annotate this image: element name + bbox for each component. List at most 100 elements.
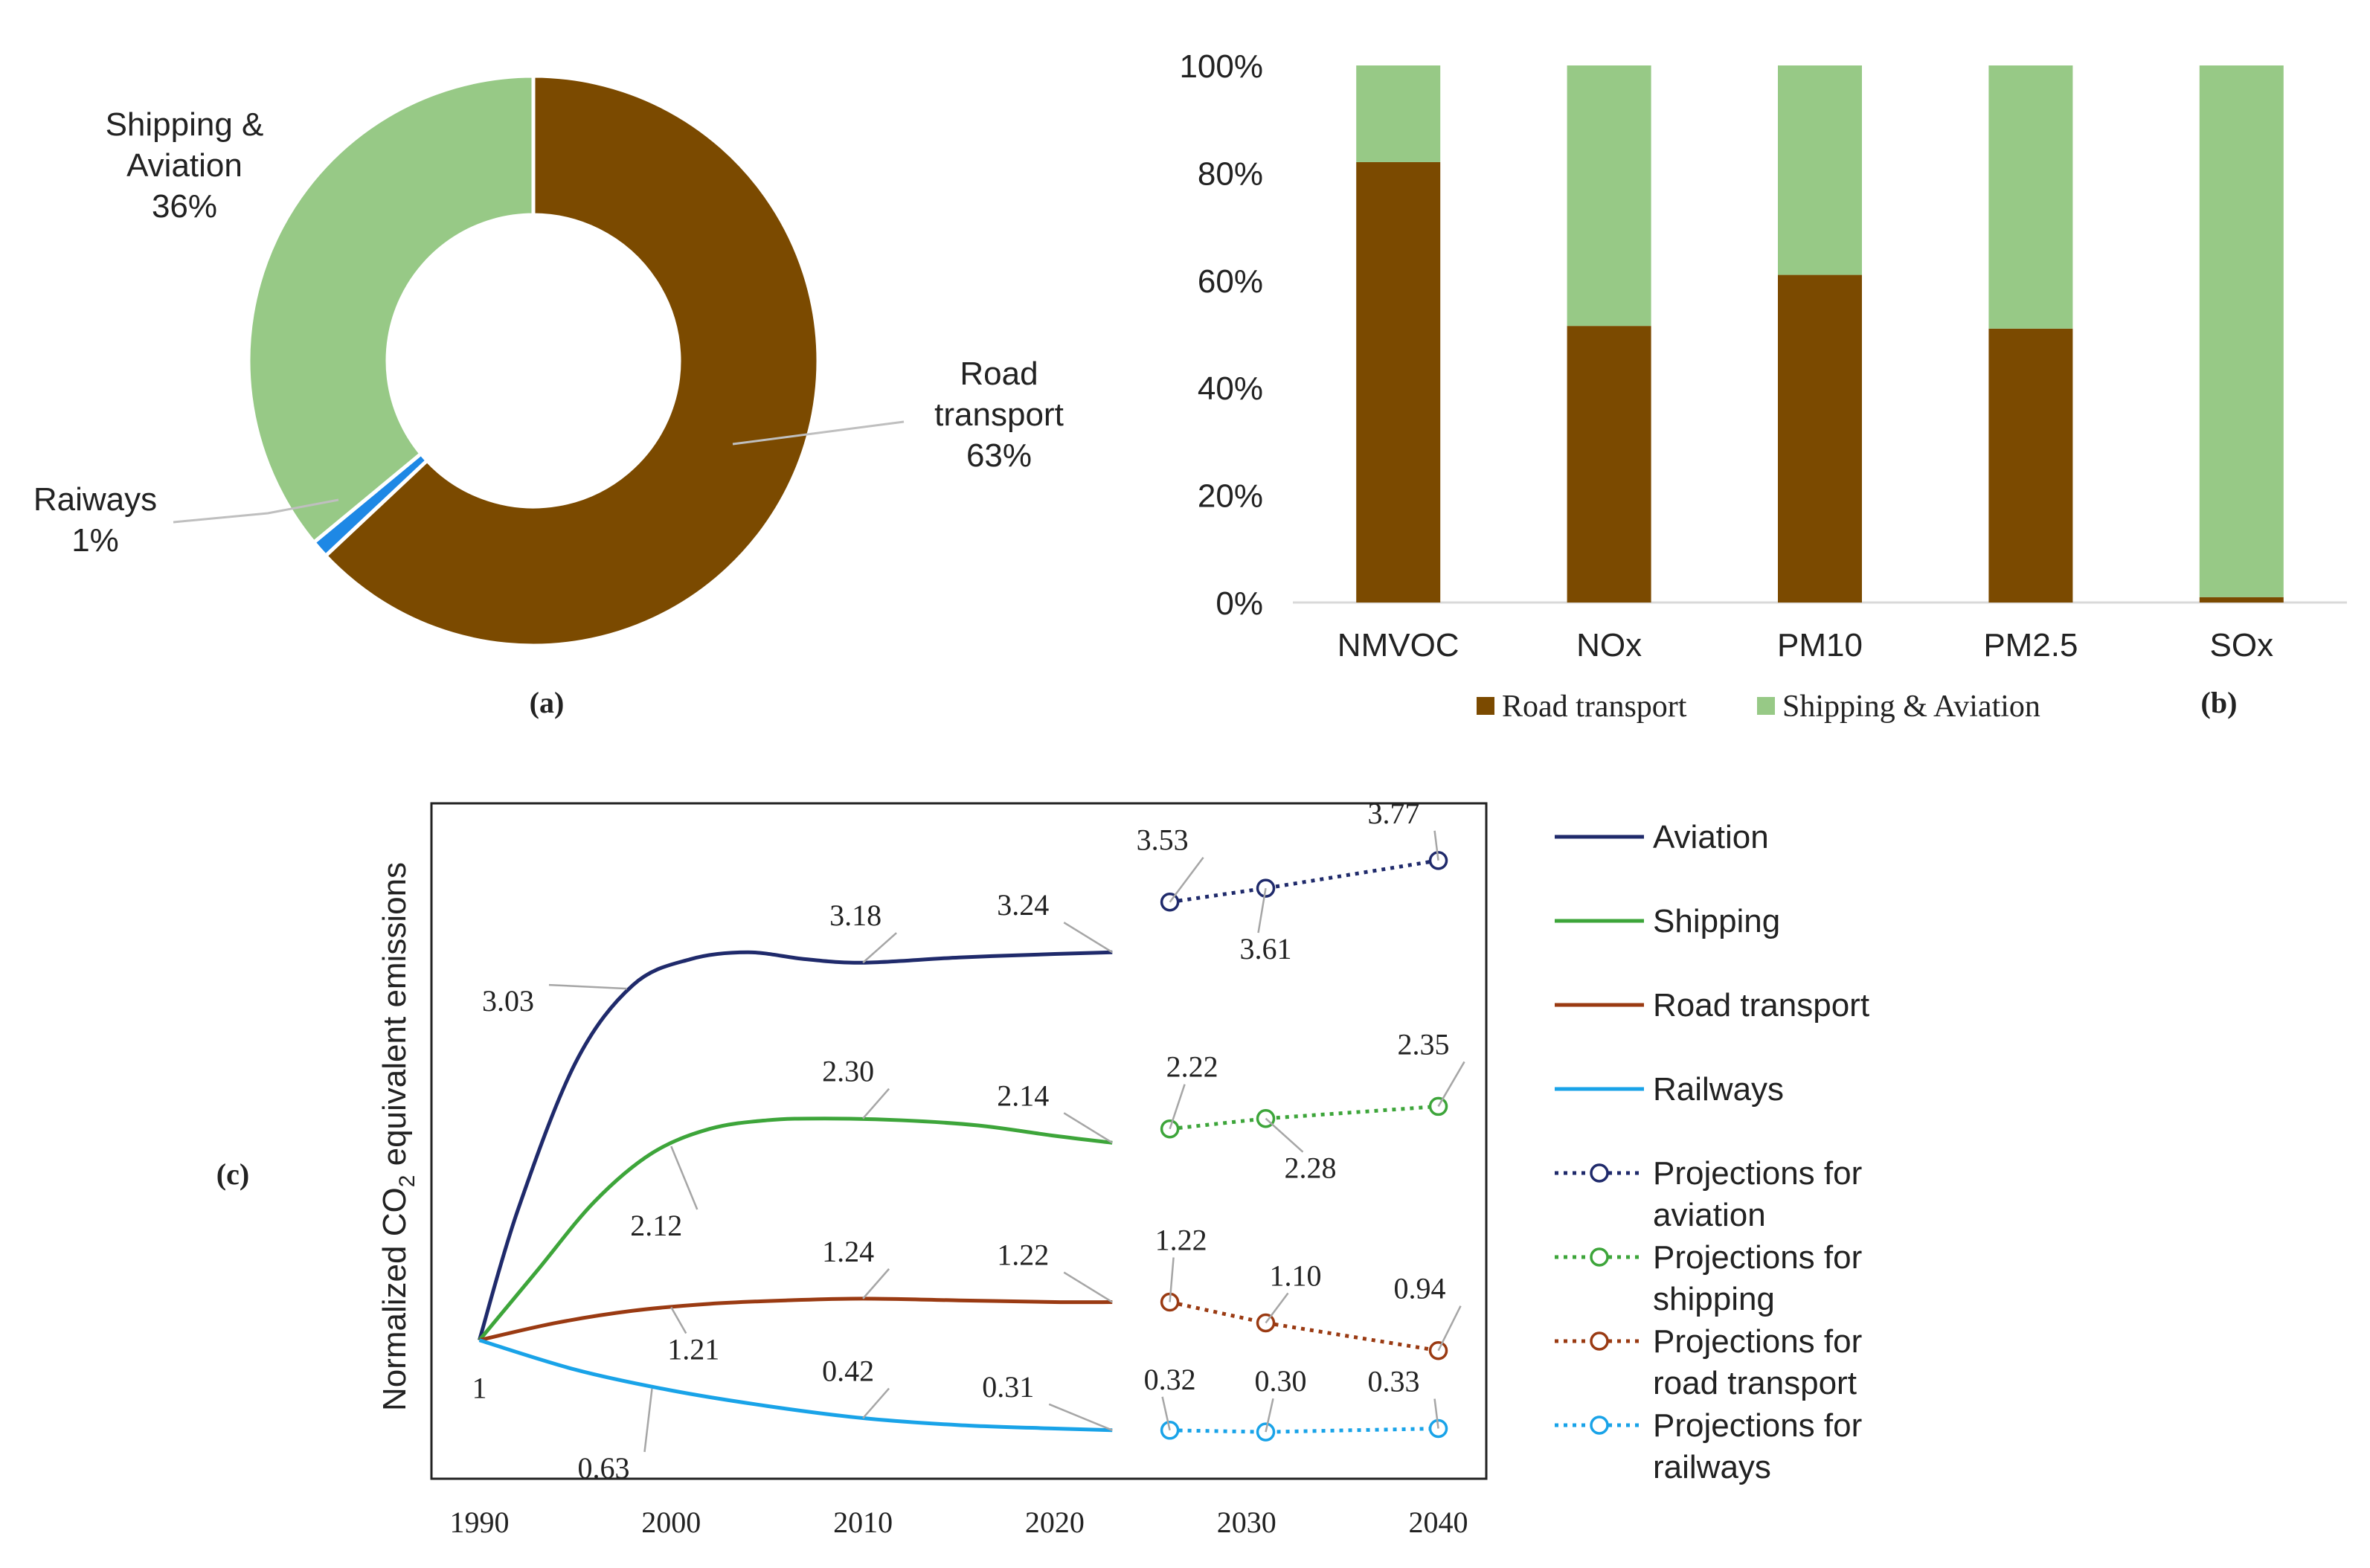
data-value-label: 0.94 <box>1394 1272 1446 1305</box>
data-value-label: 1.22 <box>1155 1224 1207 1257</box>
y-tick-label: 0% <box>1215 585 1263 622</box>
legend-marker <box>1590 1163 1609 1183</box>
x-tick-label: NOx <box>1576 627 1642 663</box>
bar-segment <box>1778 274 1862 603</box>
series-line <box>478 950 1113 1341</box>
bar-segment <box>1567 65 1651 327</box>
slice-value-label: 63% <box>966 437 1032 474</box>
start-value-label: 1 <box>472 1372 486 1405</box>
y-tick-label: 80% <box>1198 155 1263 192</box>
legend-label: Road transport <box>1653 987 1869 1024</box>
legend-marker <box>1590 1247 1609 1267</box>
legend-swatch <box>1477 697 1494 715</box>
data-value-label: 1.10 <box>1270 1259 1322 1292</box>
data-value-label: 3.24 <box>997 888 1049 922</box>
legend-swatch <box>1757 697 1775 715</box>
legend-marker <box>1590 1416 1609 1435</box>
label-leader-line <box>1169 856 1204 903</box>
leader-line <box>732 420 905 446</box>
data-value-label: 0.63 <box>577 1451 629 1485</box>
legend-label: road transport <box>1653 1365 1857 1401</box>
data-value-label: 2.12 <box>630 1209 682 1242</box>
x-tick-label: PM2.5 <box>1983 627 2078 663</box>
legend-label: Projections for <box>1653 1155 1862 1192</box>
data-value-label: 1.22 <box>997 1238 1049 1272</box>
data-value-label: 3.03 <box>482 984 534 1018</box>
data-value-label: 3.77 <box>1368 797 1420 830</box>
legend-label: railways <box>1653 1449 1771 1485</box>
label-leader-line <box>862 1087 890 1119</box>
series-line <box>478 1338 1113 1433</box>
x-tick-label: SOx <box>2210 627 2274 663</box>
x-tick-label: 2000 <box>641 1506 701 1539</box>
stacked-bar-chart-panel: 0% 20% 40% 60% 80% 100% NMVOC NOx PM10 PM2.5 SOx Ro… <box>1179 48 2347 724</box>
label-leader-line <box>1257 887 1267 934</box>
label-leader-line <box>643 1388 653 1453</box>
data-value-label: 3.53 <box>1137 823 1189 857</box>
data-value-label: 2.35 <box>1398 1027 1450 1061</box>
leader-line <box>173 498 339 524</box>
donut-chart-panel: Road transport 63% Raiways 1% Shipping & Aviat… <box>33 74 1064 648</box>
projection-line <box>1169 1426 1439 1434</box>
x-tick-label: 2010 <box>833 1506 893 1539</box>
panel-a-label: (a) <box>530 686 565 719</box>
label-leader-line <box>1437 1061 1465 1108</box>
label-leader-line <box>862 1268 890 1299</box>
legend-label: Road transport <box>1502 690 1687 724</box>
series-line <box>478 1297 1113 1343</box>
line-chart-panel: 1990 2000 2010 2020 2030 2040 Normalized CO2 e… <box>376 797 1869 1539</box>
data-value-label: 0.32 <box>1144 1363 1196 1396</box>
data-value-label: 0.33 <box>1368 1364 1420 1398</box>
label-leader-line <box>548 983 628 990</box>
bar-segment <box>1778 65 1862 275</box>
donut-slice <box>323 74 820 648</box>
label-leader-line <box>1063 1271 1113 1303</box>
projection-line <box>1169 1300 1439 1353</box>
legend-label: Shipping <box>1653 903 1780 939</box>
bar-segment <box>1988 328 2073 603</box>
label-leader-line <box>670 1306 687 1334</box>
legend-label: Projections for <box>1653 1407 1862 1444</box>
slice-value-label: 1% <box>71 522 119 559</box>
label-leader-line <box>1048 1403 1113 1431</box>
y-tick-label: 60% <box>1198 263 1263 300</box>
data-value-label: 2.28 <box>1285 1151 1337 1185</box>
label-leader-line <box>1169 1257 1175 1302</box>
slice-label: Road <box>960 356 1038 392</box>
data-value-label: 0.30 <box>1255 1364 1307 1398</box>
label-leader-line <box>1433 1398 1439 1429</box>
data-value-label: 0.42 <box>822 1355 874 1388</box>
legend-label: aviation <box>1653 1197 1766 1233</box>
label-leader-line <box>1161 1396 1171 1431</box>
x-tick-label: 2040 <box>1409 1506 1468 1539</box>
data-value-label: 2.14 <box>997 1079 1049 1112</box>
x-tick-label: 1990 <box>449 1506 509 1539</box>
x-tick-label: 2030 <box>1217 1506 1276 1539</box>
panel-b-label: (b) <box>2201 686 2238 719</box>
plot-frame <box>430 802 1488 1480</box>
x-tick-label: 2020 <box>1025 1506 1085 1539</box>
label-leader-line <box>862 1387 890 1419</box>
x-tick-label: NMVOC <box>1337 627 1459 663</box>
data-value-label: 2.30 <box>822 1055 874 1088</box>
legend-label: Aviation <box>1653 819 1769 855</box>
legend-label: Shipping & Aviation <box>1782 690 2040 724</box>
bar-segment <box>2199 597 2284 603</box>
label-leader-line <box>1265 1398 1274 1433</box>
label-leader-line <box>1169 1084 1186 1130</box>
slice-label: Raiways <box>33 481 157 518</box>
slice-label: Shipping & <box>106 106 264 143</box>
bar-segment <box>1567 326 1651 603</box>
data-value-label: 1.24 <box>822 1235 874 1268</box>
projection-line <box>1169 858 1439 905</box>
label-leader-line <box>1433 830 1439 861</box>
label-leader-line <box>862 932 897 964</box>
data-value-label: 3.18 <box>829 899 881 932</box>
legend-marker <box>1590 1331 1609 1351</box>
label-leader-line <box>1265 1117 1304 1153</box>
data-value-label: 1.21 <box>667 1333 719 1366</box>
y-axis-label: Normalized CO2 equivalent emissions <box>376 862 420 1411</box>
label-leader-line <box>670 1146 699 1210</box>
data-value-label: 3.61 <box>1240 932 1292 965</box>
